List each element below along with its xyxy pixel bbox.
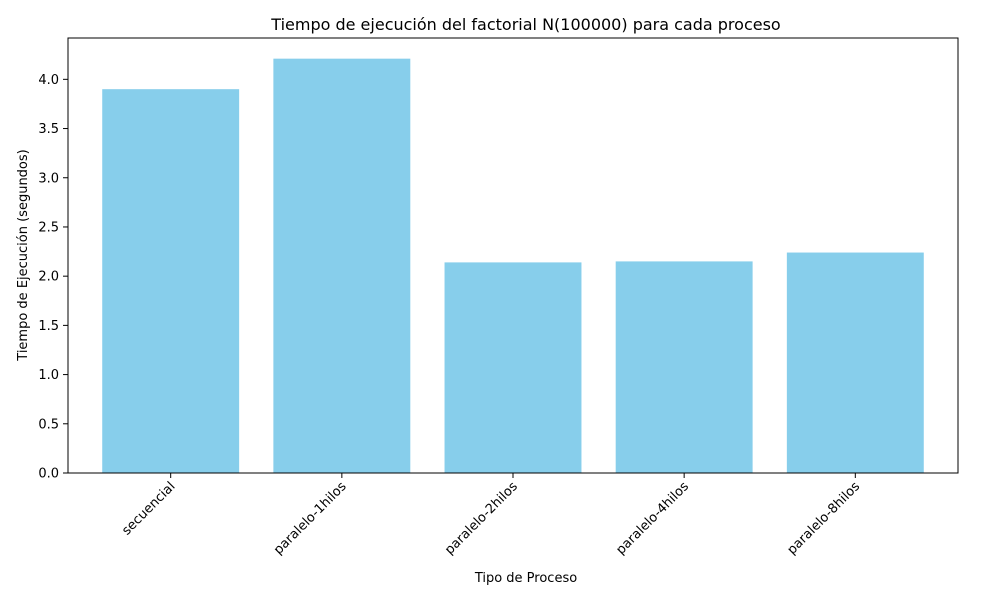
bars-layer bbox=[102, 58, 924, 474]
y-axis-label: Tiempo de Ejecución (segundos) bbox=[16, 149, 31, 361]
y-tick-label: 0.5 bbox=[38, 417, 59, 432]
bar-paralelo-4hilos bbox=[615, 261, 753, 473]
x-axis-label: Tipo de Proceso bbox=[474, 571, 577, 586]
y-tick-label: 3.0 bbox=[38, 171, 59, 186]
x-axis-ticks: secuencial paralelo-1hilos paralelo-2hilos… bbox=[119, 473, 863, 558]
bar-paralelo-2hilos bbox=[444, 262, 582, 473]
y-tick-label: 4.0 bbox=[38, 73, 59, 88]
x-tick-label: paralelo-2hilos bbox=[442, 479, 521, 558]
y-tick-label: 1.5 bbox=[38, 319, 59, 334]
y-tick-label: 2.5 bbox=[38, 220, 59, 235]
x-tick-label: secuencial bbox=[119, 479, 178, 538]
bar-paralelo-1hilos bbox=[273, 58, 411, 474]
chart-title: Tiempo de ejecución del factorial N(1000… bbox=[270, 15, 780, 34]
x-tick-label: paralelo-8hilos bbox=[785, 479, 864, 558]
plot-frame bbox=[67, 37, 959, 474]
y-tick-label: 2.0 bbox=[38, 270, 59, 285]
x-tick-label: paralelo-1hilos bbox=[271, 479, 350, 558]
y-tick-label: 0.0 bbox=[38, 467, 59, 482]
y-tick-label: 1.0 bbox=[38, 368, 59, 383]
bar-secuencial bbox=[102, 89, 240, 474]
x-tick-label: paralelo-4hilos bbox=[613, 479, 692, 558]
bar-paralelo-8hilos bbox=[786, 252, 924, 473]
y-axis-ticks: 0.0 0.5 1.0 1.5 2.0 2.5 3.0 3.5 4.0 bbox=[38, 73, 68, 482]
y-tick-label: 3.5 bbox=[38, 122, 59, 137]
